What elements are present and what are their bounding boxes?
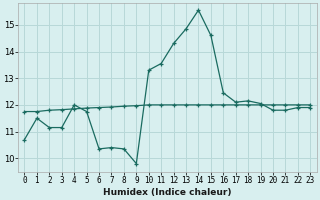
X-axis label: Humidex (Indice chaleur): Humidex (Indice chaleur) — [103, 188, 232, 197]
